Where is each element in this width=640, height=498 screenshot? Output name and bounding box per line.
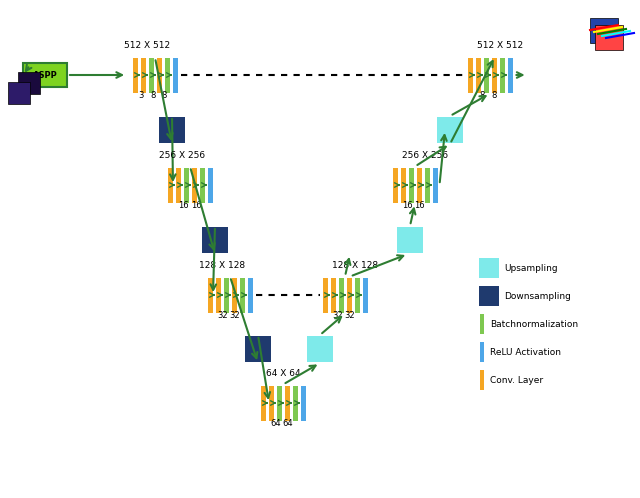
Bar	[417, 167, 422, 203]
Text: Conv. Layer: Conv. Layer	[490, 375, 543, 384]
Text: 128 X 128: 128 X 128	[199, 260, 245, 269]
Bar	[301, 385, 305, 420]
Bar	[401, 167, 406, 203]
Bar	[339, 277, 344, 313]
Bar	[223, 277, 228, 313]
Bar	[480, 342, 484, 362]
Bar	[200, 167, 205, 203]
Bar	[269, 385, 273, 420]
Bar	[392, 167, 397, 203]
Bar	[239, 277, 244, 313]
Text: 8: 8	[150, 91, 156, 100]
Bar	[260, 385, 266, 420]
Bar	[232, 277, 237, 313]
Bar	[346, 277, 351, 313]
Text: 256 X 256: 256 X 256	[402, 150, 448, 159]
Bar	[8, 82, 30, 104]
Bar	[248, 277, 253, 313]
Bar	[480, 314, 484, 334]
Text: 16: 16	[178, 201, 188, 210]
Bar	[168, 167, 173, 203]
Text: 128 X 128: 128 X 128	[332, 260, 378, 269]
Bar	[157, 57, 161, 93]
Bar	[307, 336, 333, 362]
Bar	[355, 277, 360, 313]
Text: Downsampling: Downsampling	[504, 291, 571, 300]
Text: 32: 32	[345, 310, 355, 320]
Text: 8: 8	[479, 91, 484, 100]
Bar	[330, 277, 335, 313]
Bar	[202, 227, 228, 253]
Bar	[173, 57, 177, 93]
Bar	[595, 25, 623, 50]
Text: 64 X 64: 64 X 64	[266, 369, 300, 377]
Bar	[245, 336, 271, 362]
Bar	[184, 167, 189, 203]
Bar	[397, 227, 423, 253]
Bar	[292, 385, 298, 420]
Bar	[175, 167, 180, 203]
Text: 512 X 512: 512 X 512	[477, 40, 523, 49]
Bar	[207, 167, 212, 203]
Text: 8: 8	[492, 91, 497, 100]
Text: 16: 16	[402, 201, 412, 210]
Text: 32: 32	[333, 310, 343, 320]
Text: 8: 8	[161, 91, 166, 100]
Text: 16: 16	[413, 201, 424, 210]
Bar	[191, 167, 196, 203]
Text: ReLU Activation: ReLU Activation	[490, 348, 561, 357]
Bar	[508, 57, 513, 93]
Bar	[216, 277, 221, 313]
Text: 512 X 512: 512 X 512	[124, 40, 170, 49]
Bar	[18, 72, 40, 94]
Bar	[499, 57, 504, 93]
Text: 256 X 256: 256 X 256	[159, 150, 205, 159]
Bar	[433, 167, 438, 203]
Text: 3: 3	[138, 91, 144, 100]
Bar	[148, 57, 154, 93]
Bar	[492, 57, 497, 93]
Bar	[276, 385, 282, 420]
Bar	[159, 117, 185, 143]
Text: 64: 64	[283, 418, 293, 427]
FancyBboxPatch shape	[23, 63, 67, 87]
Bar	[323, 277, 328, 313]
Text: 64: 64	[271, 418, 282, 427]
Text: 32: 32	[218, 310, 228, 320]
Text: 16: 16	[191, 201, 202, 210]
Bar	[590, 18, 618, 43]
Bar	[408, 167, 413, 203]
Text: ASPP: ASPP	[33, 71, 58, 80]
Text: Upsampling: Upsampling	[504, 263, 557, 272]
Bar	[164, 57, 170, 93]
Bar	[141, 57, 145, 93]
Text: 32: 32	[230, 310, 240, 320]
Bar	[424, 167, 429, 203]
Bar	[467, 57, 472, 93]
Bar	[479, 258, 499, 278]
Bar	[476, 57, 481, 93]
Bar	[437, 117, 463, 143]
Text: Batchnormalization: Batchnormalization	[490, 320, 578, 329]
Bar	[479, 286, 499, 306]
Bar	[362, 277, 367, 313]
Bar	[480, 370, 484, 390]
Bar	[207, 277, 212, 313]
Bar	[132, 57, 138, 93]
Bar	[285, 385, 289, 420]
Bar	[483, 57, 488, 93]
